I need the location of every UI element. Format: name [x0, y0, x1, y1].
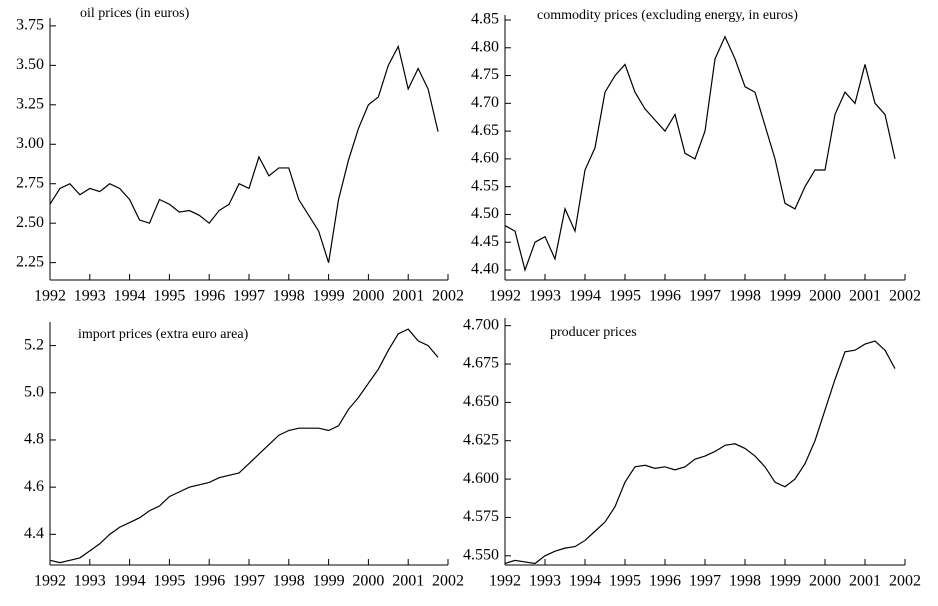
y-tick-label: 4.4 — [24, 525, 44, 542]
y-tick-label: 3.00 — [16, 135, 44, 152]
x-tick-label: 1995 — [609, 573, 641, 590]
y-tick-label: 2.25 — [16, 253, 44, 270]
y-tick-label: 4.675 — [463, 355, 499, 372]
y-tick-label: 4.575 — [463, 508, 499, 525]
x-tick-label: 1997 — [689, 288, 721, 305]
x-tick-label: 1992 — [34, 573, 66, 590]
x-tick-label: 1999 — [313, 288, 345, 305]
x-tick-label: 2002 — [889, 288, 921, 305]
y-tick-label: 4.700 — [463, 316, 499, 333]
x-tick-label: 2002 — [432, 573, 464, 590]
y-tick-label: 4.65 — [471, 122, 499, 139]
y-tick-label: 3.50 — [16, 56, 44, 73]
x-tick-label: 1997 — [233, 288, 265, 305]
x-tick-label: 1995 — [153, 288, 185, 305]
x-tick-label: 1999 — [769, 288, 801, 305]
data-line — [504, 340, 896, 565]
chart-title: import prices (extra euro area) — [78, 327, 249, 342]
x-tick-label: 2002 — [889, 573, 921, 590]
y-tick-label: 4.45 — [471, 233, 499, 250]
y-tick-label: 5.2 — [24, 336, 44, 353]
x-tick-label: 1997 — [233, 573, 265, 590]
x-tick-label: 2002 — [432, 288, 464, 305]
y-tick-label: 4.8 — [24, 431, 44, 448]
x-tick-label: 2001 — [392, 288, 424, 305]
x-tick-label: 2000 — [352, 288, 384, 305]
chart-title: commodity prices (excluding energy, in e… — [537, 8, 798, 23]
x-tick-label: 2000 — [352, 573, 384, 590]
x-tick-label: 1993 — [74, 573, 106, 590]
x-tick-label: 1994 — [114, 573, 146, 590]
y-tick-label: 4.50 — [471, 205, 499, 222]
y-tick-label: 4.85 — [471, 11, 499, 28]
x-tick-label: 1994 — [569, 288, 601, 305]
y-tick-label: 4.75 — [471, 66, 499, 83]
chart-title: producer prices — [550, 325, 637, 340]
x-tick-label: 1993 — [74, 288, 106, 305]
x-tick-label: 1993 — [529, 573, 561, 590]
x-tick-label: 1996 — [193, 573, 225, 590]
y-tick-label: 2.75 — [16, 174, 44, 191]
x-tick-label: 2001 — [849, 573, 881, 590]
y-tick-label: 5.0 — [24, 383, 44, 400]
data-line — [49, 328, 439, 564]
x-tick-label: 1995 — [153, 573, 185, 590]
y-tick-label: 4.6 — [24, 478, 44, 495]
y-tick-label: 4.550 — [463, 546, 499, 563]
x-tick-label: 1998 — [273, 288, 305, 305]
x-tick-label: 1994 — [114, 288, 146, 305]
x-tick-label: 1999 — [313, 573, 345, 590]
y-tick-label: 4.70 — [471, 94, 499, 111]
y-tick-label: 3.25 — [16, 95, 44, 112]
x-tick-label: 1997 — [689, 573, 721, 590]
y-tick-label: 4.60 — [471, 150, 499, 167]
y-tick-label: 4.625 — [463, 431, 499, 448]
x-tick-label: 2001 — [849, 288, 881, 305]
x-tick-label: 1992 — [489, 288, 521, 305]
x-tick-label: 2001 — [392, 573, 424, 590]
x-tick-label: 2000 — [809, 573, 841, 590]
x-tick-label: 1996 — [649, 288, 681, 305]
data-line — [49, 44, 439, 263]
y-tick-label: 4.40 — [471, 261, 499, 278]
x-tick-label: 1992 — [34, 288, 66, 305]
y-tick-label: 4.650 — [463, 393, 499, 410]
x-tick-label: 1998 — [273, 573, 305, 590]
x-tick-label: 1998 — [729, 288, 761, 305]
x-tick-label: 1999 — [769, 573, 801, 590]
x-tick-label: 1994 — [569, 573, 601, 590]
y-tick-label: 2.50 — [16, 214, 44, 231]
x-tick-label: 1996 — [649, 573, 681, 590]
y-tick-label: 4.600 — [463, 470, 499, 487]
y-tick-label: 4.55 — [471, 177, 499, 194]
x-tick-label: 1995 — [609, 288, 641, 305]
y-tick-label: 4.80 — [471, 38, 499, 55]
x-tick-label: 1992 — [489, 573, 521, 590]
x-tick-label: 1993 — [529, 288, 561, 305]
chart-title: oil prices (in euros) — [80, 6, 190, 21]
x-tick-label: 1996 — [193, 288, 225, 305]
x-tick-label: 1998 — [729, 573, 761, 590]
x-tick-label: 2000 — [809, 288, 841, 305]
y-tick-label: 3.75 — [16, 17, 44, 34]
data-line — [504, 35, 896, 273]
